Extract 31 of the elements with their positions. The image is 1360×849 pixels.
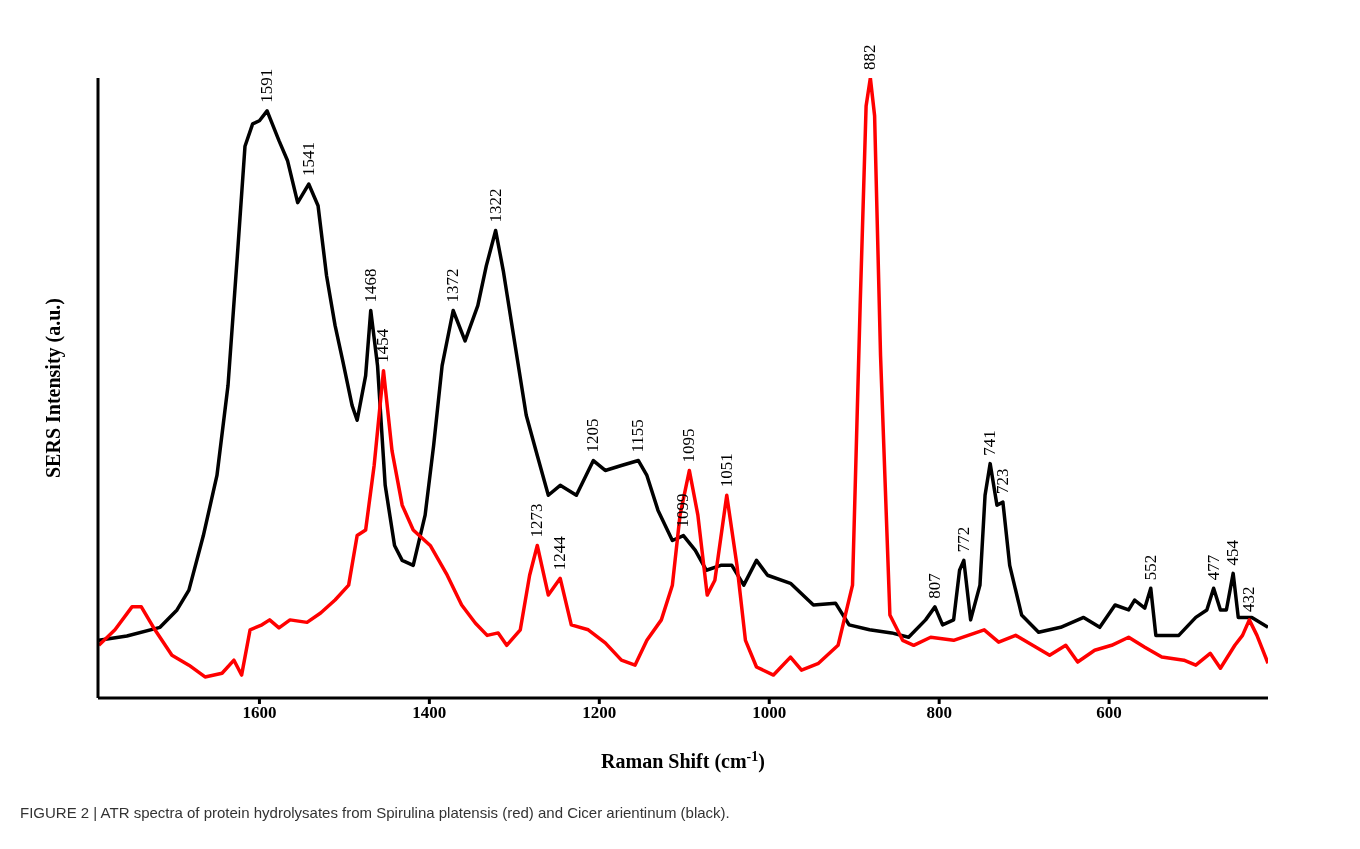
annotation: 1591 <box>257 68 277 103</box>
x-tick-label: 800 <box>926 703 952 723</box>
annotation: 1051 <box>716 453 736 488</box>
x-tick-label: 1600 <box>242 703 277 723</box>
annotation: 723 <box>992 468 1012 495</box>
annotation: 1468 <box>360 268 380 303</box>
annotation: 741 <box>980 430 1000 456</box>
annotation: 1273 <box>527 503 547 538</box>
x-tick-label: 1000 <box>752 703 787 723</box>
annotation: 1454 <box>373 328 393 363</box>
annotation: 807 <box>924 572 944 599</box>
x-tick-label: 600 <box>1096 703 1122 723</box>
annotation: 432 <box>1239 586 1259 612</box>
caption: FIGURE 2 | ATR spectra of protein hydrolysates from Spirulina platensis (red) and Cicer arientinum (black). <box>19 804 731 821</box>
x-tick-label: 1200 <box>582 703 617 723</box>
annotation: 477 <box>1203 554 1223 581</box>
x-axis-title: Raman Shift (cm$^{-1}$) <box>601 748 765 773</box>
annotation: 882 <box>860 44 880 70</box>
annotation: 772 <box>953 526 973 553</box>
annotation: 1099 <box>673 493 693 528</box>
annotation: 1205 <box>583 418 603 453</box>
annotation: 1095 <box>679 428 699 463</box>
annotation: 454 <box>1223 539 1243 566</box>
x-tick-label: 1400 <box>412 703 447 723</box>
annotation: 1372 <box>443 268 463 303</box>
annotation: 1244 <box>550 535 570 571</box>
annotation: 1541 <box>298 142 318 177</box>
y-axis-title: SERS Intensity (a.u.) <box>42 297 65 479</box>
annotation: 1155 <box>628 419 648 453</box>
annotation: 1322 <box>485 188 505 223</box>
annotation: 552 <box>1140 554 1160 581</box>
